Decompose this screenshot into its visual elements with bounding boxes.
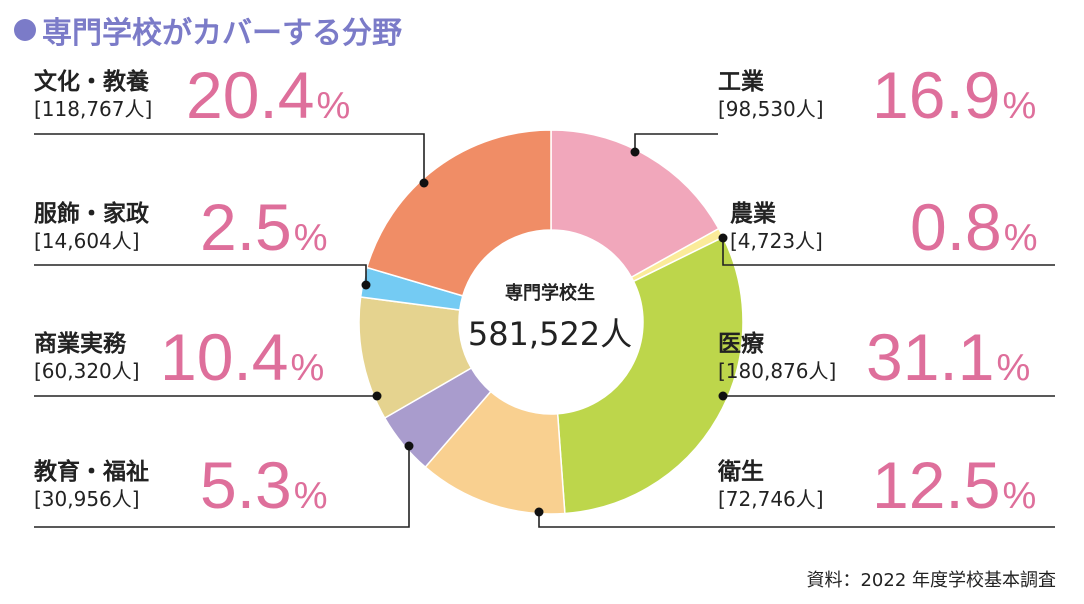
slice-percent: 2.5% bbox=[200, 190, 328, 264]
label-education: 教育・福祉 [30,956人] 5.3% bbox=[34, 452, 328, 518]
label-hygiene: 衛生 [72,746人] 12.5% bbox=[718, 452, 1036, 518]
slice-name: 工業 bbox=[718, 69, 764, 95]
slice-name: 衛生 bbox=[718, 459, 764, 485]
slice-name: 文化・教養 bbox=[34, 69, 149, 95]
leader-dot-4 bbox=[404, 441, 414, 451]
slice-count: [118,767人] bbox=[34, 97, 153, 121]
slice-count: [30,956人] bbox=[34, 487, 140, 511]
slice-name: 服飾・家政 bbox=[34, 201, 149, 227]
leader-line-3 bbox=[538, 512, 1055, 528]
slice-percent: 20.4% bbox=[186, 58, 351, 132]
chart-title-text: 専門学校がカバーする分野 bbox=[42, 16, 402, 51]
label-culture: 文化・教養 [118,767人] 20.4% bbox=[34, 62, 350, 128]
slice-name: 医療 bbox=[718, 331, 764, 357]
slice-name: 農業 bbox=[730, 201, 776, 227]
slice-7 bbox=[365, 129, 552, 297]
chart-title: 専門学校がカバーする分野 bbox=[14, 8, 402, 52]
slice-name: 教育・福祉 bbox=[34, 459, 149, 485]
slice-name: 商業実務 bbox=[34, 331, 126, 357]
leader-line-1 bbox=[722, 238, 1055, 266]
slice-count: [98,530人] bbox=[718, 97, 824, 121]
label-medical: 医療 [180,876人] 31.1% bbox=[718, 324, 1030, 390]
leader-dot-2 bbox=[718, 391, 728, 401]
source-note: 資料：2022 年度学校基本調査 bbox=[806, 570, 1056, 591]
donut-center: 専門学校生 581,522人 bbox=[450, 282, 650, 356]
slice-percent: 10.4% bbox=[160, 320, 325, 394]
slice-percent: 0.8% bbox=[910, 190, 1038, 264]
label-apparel: 服飾・家政 [14,604人] 2.5% bbox=[34, 194, 328, 260]
slice-percent: 5.3% bbox=[200, 448, 328, 522]
label-industry: 工業 [98,530人] 16.9% bbox=[718, 62, 1036, 128]
label-agriculture: 農業 [4,723人] 0.8% bbox=[730, 194, 1038, 260]
slice-count: [60,320人] bbox=[34, 359, 140, 383]
leader-line-0 bbox=[634, 133, 718, 152]
label-business: 商業実務 [60,320人] 10.4% bbox=[34, 324, 324, 390]
slice-percent: 12.5% bbox=[872, 448, 1037, 522]
leader-line-4 bbox=[34, 446, 410, 528]
slice-count: [72,746人] bbox=[718, 487, 824, 511]
leader-dot-3 bbox=[534, 507, 544, 517]
title-bullet-icon bbox=[14, 19, 36, 41]
center-total: 581,522人 bbox=[467, 315, 633, 353]
leader-dot-0 bbox=[630, 147, 640, 157]
slice-count: [14,604人] bbox=[34, 229, 140, 253]
slice-0 bbox=[550, 129, 720, 279]
slice-2 bbox=[556, 236, 744, 515]
leader-line-7 bbox=[34, 133, 425, 183]
leader-dot-1 bbox=[718, 233, 728, 243]
slice-percent: 16.9% bbox=[872, 58, 1037, 132]
slice-count: [4,723人] bbox=[730, 229, 823, 253]
leader-dot-6 bbox=[361, 280, 371, 290]
leader-dot-5 bbox=[372, 391, 382, 401]
center-title: 専門学校生 bbox=[505, 283, 595, 304]
leader-dot-7 bbox=[419, 178, 429, 188]
leader-line-6 bbox=[34, 264, 367, 285]
slice-percent: 31.1% bbox=[866, 320, 1031, 394]
slice-count: [180,876人] bbox=[718, 359, 837, 383]
